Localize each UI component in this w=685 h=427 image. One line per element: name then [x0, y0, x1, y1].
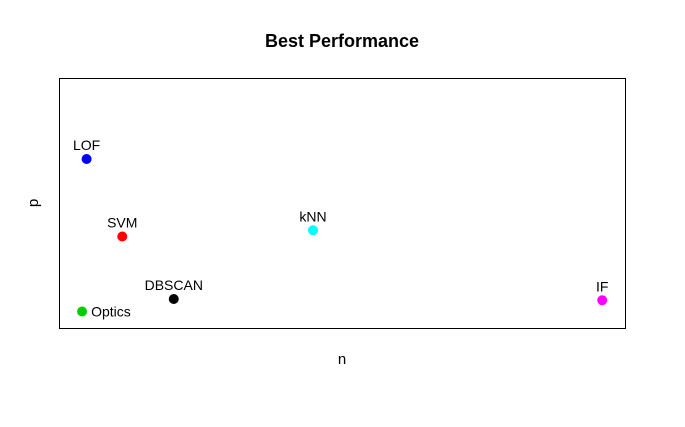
point-label-knn: kNN [299, 208, 326, 224]
data-point-knn [308, 225, 319, 236]
y-axis-label: p [25, 199, 42, 207]
data-point-if [597, 295, 608, 306]
data-point-optics [77, 306, 88, 317]
x-axis-label: n [338, 351, 346, 368]
data-point-svm [117, 231, 128, 242]
data-point-dbscan [168, 294, 179, 304]
point-label-lof: LOF [73, 137, 100, 153]
point-label-dbscan: DBSCAN [145, 277, 203, 293]
chart-title: Best Performance [265, 31, 419, 51]
point-label-optics: Optics [91, 304, 131, 320]
point-label-svm: SVM [107, 215, 137, 231]
point-label-if: IF [596, 278, 608, 294]
plot-area-frame [59, 78, 626, 329]
data-point-lof [81, 154, 92, 164]
data-points: LOF SVM kNN DBSCAN Optics IF [73, 137, 608, 320]
